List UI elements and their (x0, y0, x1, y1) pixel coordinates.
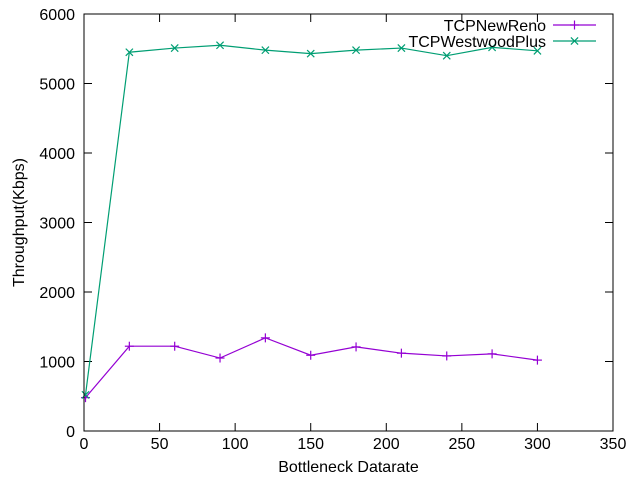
data-point-tcpwestwoodplus (442, 51, 451, 60)
data-point-tcpnewreno (215, 353, 225, 363)
plot-frame (83, 13, 614, 432)
x-tick-label: 350 (600, 436, 627, 453)
y-tick-label: 1000 (39, 355, 75, 372)
y-axis-title: Throughput(Kbps) (11, 158, 28, 287)
legend-marker (570, 36, 579, 46)
data-point-tcpwestwoodplus (125, 48, 134, 57)
x-tick-label: 100 (222, 436, 249, 453)
data-point-tcpnewreno (124, 341, 134, 351)
data-point-tcpwestwoodplus (81, 390, 90, 399)
data-point-tcpnewreno (170, 341, 180, 351)
y-tick-label: 5000 (39, 77, 75, 94)
data-point-tcpwestwoodplus (488, 43, 497, 52)
data-point-tcpnewreno (487, 349, 497, 359)
y-tick-label: 3000 (39, 216, 75, 233)
y-tick-label: 2000 (39, 285, 75, 302)
legend-item-tcpwestwoodplus: TCPWestwoodPlus (408, 34, 596, 51)
series-line-tcpnewreno (85, 337, 538, 399)
x-tick-label: 50 (151, 436, 169, 453)
x-tick-label: 200 (373, 436, 400, 453)
series-tcpwestwoodplus (81, 41, 542, 399)
data-point-tcpnewreno (532, 355, 542, 365)
data-point-tcpwestwoodplus (261, 46, 270, 55)
data-point-tcpwestwoodplus (306, 49, 315, 58)
x-tick-label: 250 (449, 436, 476, 453)
data-point-tcpwestwoodplus (352, 46, 361, 55)
data-point-tcpwestwoodplus (170, 44, 179, 53)
series-layer (81, 41, 542, 403)
legend-marker (570, 20, 579, 30)
y-tick-label: 4000 (39, 146, 75, 163)
series-tcpnewreno (81, 333, 542, 403)
data-point-tcpwestwoodplus (397, 44, 406, 53)
data-point-tcpnewreno (306, 350, 316, 360)
data-point-tcpnewreno (351, 342, 361, 352)
legend-item-tcpnewreno: TCPNewReno (444, 18, 596, 35)
legend-label: TCPWestwoodPlus (408, 34, 546, 51)
data-point-tcpnewreno (260, 333, 270, 343)
y-tick-label: 6000 (39, 7, 75, 24)
x-tick-label: 0 (80, 436, 89, 453)
data-point-tcpwestwoodplus (216, 41, 225, 50)
x-tick-label: 150 (297, 436, 324, 453)
y-tick-label: 0 (66, 424, 75, 441)
x-axis-title: Bottleneck Datarate (278, 459, 419, 476)
x-tick-label: 300 (524, 436, 551, 453)
legend-label: TCPNewReno (444, 18, 546, 35)
data-point-tcpnewreno (396, 348, 406, 358)
data-point-tcpnewreno (442, 351, 452, 361)
series-line-tcpwestwoodplus (84, 44, 538, 395)
tick-layer: 0 50 100 150 200 250 300 350 0 1000 2000 3000 4000 50… (39, 7, 626, 453)
data-point-tcpwestwoodplus (533, 46, 542, 55)
